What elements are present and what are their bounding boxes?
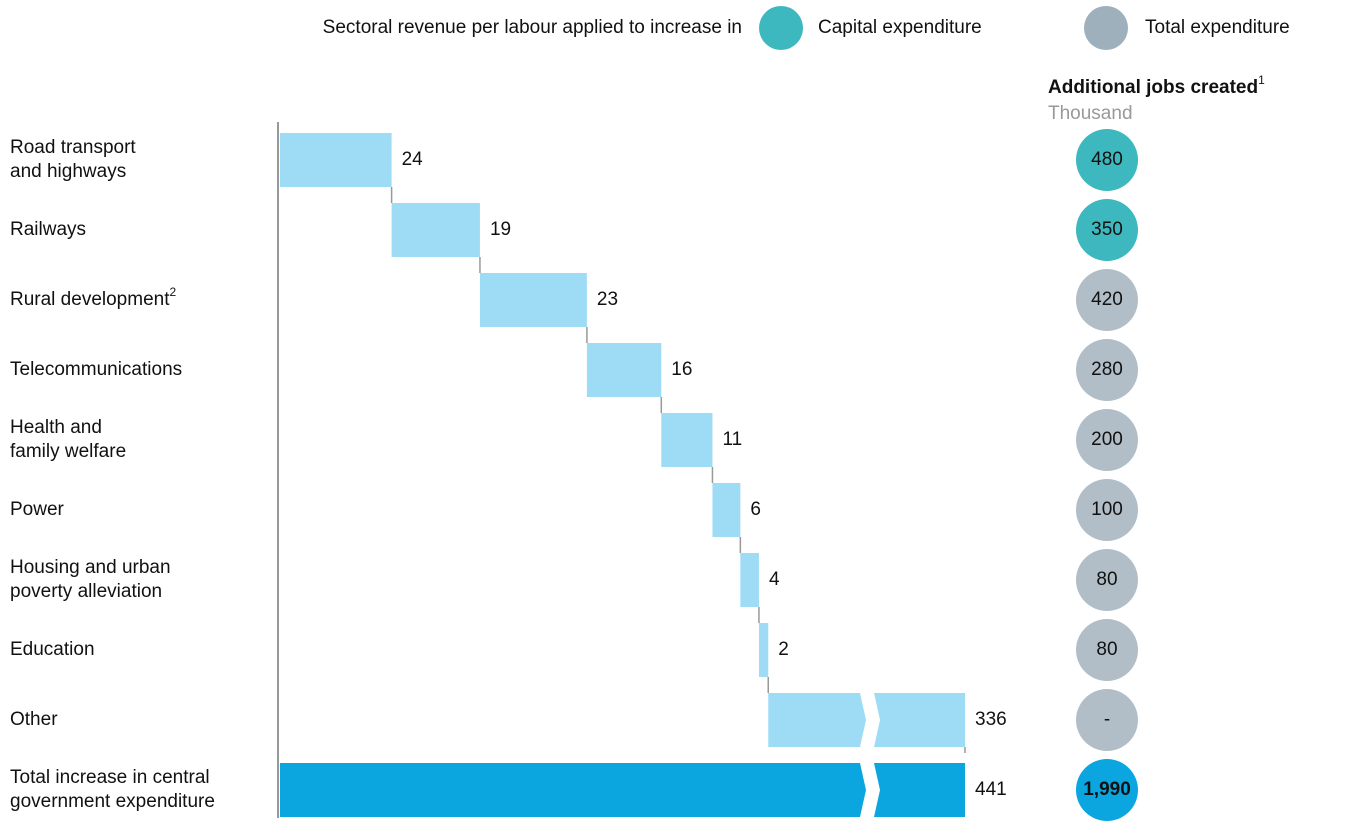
bar [712,483,741,537]
value-label: 336 [975,709,1007,730]
value-label: 24 [402,149,424,170]
category-line: Railways [10,219,86,240]
category-label: Health and family welfare [10,417,126,462]
jobs-title-text: Additional jobs created [1048,77,1258,98]
bar [661,413,713,467]
jobs-circle [1076,409,1138,471]
bar [758,623,769,677]
category-line: and highways [10,161,126,182]
category-line: Health and [10,417,102,438]
bar [391,203,480,257]
jobs-circle [1076,759,1138,821]
legend-swatch [1084,6,1128,50]
category-line: Education [10,639,95,660]
jobs-label: 80 [1096,639,1117,660]
jobs-circle [1076,199,1138,261]
category-line: Other [10,709,58,730]
category-label: Railways [10,219,86,240]
bar [479,273,587,327]
category-label: Telecommunications [10,359,182,380]
jobs-circle [1076,269,1138,331]
category-line: Road transport [10,137,136,158]
value-label: 2 [778,639,789,660]
jobs-title: Additional jobs created1 [1048,73,1265,98]
category-label: Housing and urban poverty alleviation [10,557,171,602]
category-line: Telecommunications [10,359,182,380]
bar [280,763,965,817]
category-label: Power [10,499,65,520]
category-line: Housing and urban [10,557,171,578]
category-label: Rural development2 [10,285,176,310]
jobs-label: 350 [1091,219,1123,240]
category-line: Total increase in central [10,767,210,788]
legend-swatch [759,6,803,50]
jobs-label: 280 [1091,359,1123,380]
jobs-label: - [1104,709,1110,730]
category-label: Other [10,709,58,730]
jobs-note: 1 [1258,73,1265,87]
jobs-label: 100 [1091,499,1123,520]
category-line: government expenditure [10,791,215,812]
jobs-label: 480 [1091,149,1123,170]
category-line: Rural development [10,289,170,310]
category-note: 2 [169,285,176,299]
value-label: 16 [671,359,692,380]
value-label: 19 [490,219,511,240]
value-label: 441 [975,779,1007,800]
jobs-label: 420 [1091,289,1123,310]
bar [280,133,392,187]
legend-title: Sectoral revenue per labour applied to i… [323,17,742,38]
bar [586,343,662,397]
category-label: Education [10,639,95,660]
value-label: 4 [769,569,780,590]
jobs-circle [1076,479,1138,541]
jobs-unit: Thousand [1048,103,1133,124]
jobs-circle [1076,689,1138,751]
category-label: Road transport and highways [10,137,136,182]
jobs-circle [1076,619,1138,681]
jobs-label: 80 [1096,569,1117,590]
category-line: family welfare [10,441,126,462]
value-label: 11 [722,429,742,450]
bar [768,693,965,747]
category-line: poverty alleviation [10,581,162,602]
value-label: 6 [750,499,761,520]
jobs-label: 200 [1091,429,1123,450]
bar [740,553,759,607]
jobs-label: 1,990 [1083,779,1131,800]
value-label: 23 [597,289,618,310]
legend-label: Total expenditure [1145,17,1290,38]
jobs-circle [1076,339,1138,401]
legend-label: Capital expenditure [818,17,982,38]
category-label: Total increase in central government expe… [10,767,215,812]
jobs-circle [1076,129,1138,191]
jobs-circle [1076,549,1138,611]
category-line: Power [10,499,65,520]
